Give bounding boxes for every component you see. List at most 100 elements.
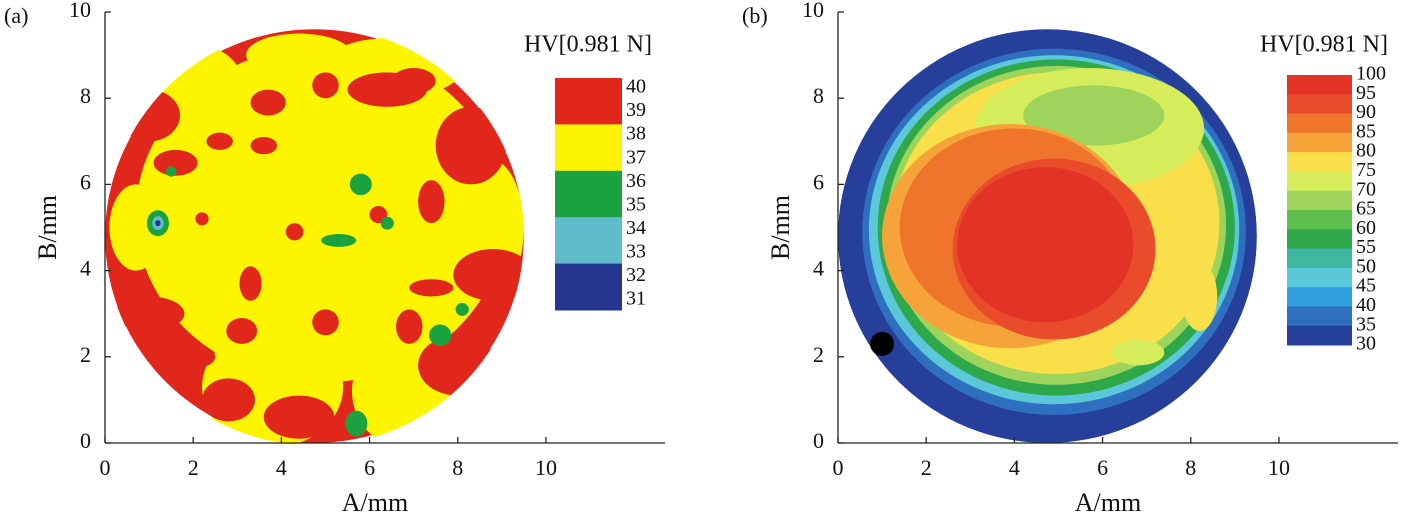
contour-region xyxy=(135,46,507,383)
colorbar-tick-label: 37 xyxy=(626,146,646,168)
colorbar-tick-label: 85 xyxy=(1356,120,1376,142)
contour-region xyxy=(246,33,352,77)
contour-region xyxy=(250,89,286,116)
colorbar-tick-label: 39 xyxy=(626,99,646,121)
colorbar-band xyxy=(555,170,622,218)
contour-region xyxy=(396,309,423,344)
defect-spot xyxy=(870,331,895,356)
colorbar-tick-label: 40 xyxy=(1356,294,1376,316)
contour-region xyxy=(418,335,498,396)
colorbar-band xyxy=(1287,113,1352,134)
x-tick-label: 6 xyxy=(364,455,375,480)
y-tick-label: 0 xyxy=(80,428,91,453)
contour-region xyxy=(349,173,372,196)
colorbar-tick-label: 40 xyxy=(626,76,646,98)
contour-map xyxy=(838,29,1257,443)
x-tick-label: 8 xyxy=(1185,455,1196,480)
colorbar-tick-label: 30 xyxy=(1356,333,1376,355)
colorbar-tick-label: 65 xyxy=(1356,198,1376,220)
colorbar-tick-label: 35 xyxy=(1356,313,1376,335)
x-tick-label: 2 xyxy=(188,455,199,480)
x-tick-label: 10 xyxy=(1268,455,1290,480)
x-tick-label: 8 xyxy=(452,455,463,480)
colorbar-tick-label: 34 xyxy=(626,217,646,239)
colorbar-band xyxy=(1287,210,1352,230)
contour-region xyxy=(113,296,185,331)
colorbar-tick-label: 60 xyxy=(1356,217,1376,239)
colorbar-band xyxy=(1287,75,1352,95)
colorbar-band xyxy=(1287,132,1352,153)
colorbar-tick-label: 100 xyxy=(1356,63,1386,85)
panel-label: (b) xyxy=(742,3,768,28)
y-tick-label: 10 xyxy=(802,0,824,22)
contour-region xyxy=(165,166,177,177)
y-tick-label: 10 xyxy=(69,0,91,22)
contour-region xyxy=(455,302,469,316)
colorbar-band xyxy=(1287,152,1352,172)
contour-region xyxy=(453,249,524,301)
x-axis-label: A/mm xyxy=(342,488,408,517)
contour-region xyxy=(195,212,209,226)
y-tick-label: 6 xyxy=(813,169,824,194)
y-tick-label: 4 xyxy=(80,256,91,281)
colorbar-tick-label: 50 xyxy=(1356,255,1376,277)
contour-map xyxy=(105,29,524,446)
contour-region xyxy=(957,167,1134,323)
colorbar-tick-label: 45 xyxy=(1356,275,1376,297)
contour-region xyxy=(263,395,335,439)
y-axis-label: B/mm xyxy=(766,195,795,260)
colorbar-tick-label: 38 xyxy=(626,123,646,145)
contour-region xyxy=(153,149,198,176)
colorbar-band xyxy=(1287,287,1352,307)
y-tick-label: 0 xyxy=(813,428,824,453)
colorbar-band xyxy=(1287,171,1352,192)
colorbar-band xyxy=(1287,94,1352,115)
colorbar-tick-label: 95 xyxy=(1356,82,1376,104)
colorbar-band xyxy=(1287,229,1352,250)
contour-region xyxy=(380,216,394,230)
contour-region xyxy=(179,346,216,368)
contour-region xyxy=(285,223,304,241)
colorbar-tick-label: 35 xyxy=(626,193,646,215)
contour-region xyxy=(1181,261,1218,331)
colorbar-tick-label: 36 xyxy=(626,170,646,192)
x-tick-label: 0 xyxy=(100,455,111,480)
x-tick-label: 6 xyxy=(1097,455,1108,480)
contour-region xyxy=(429,324,452,347)
x-tick-label: 2 xyxy=(921,455,932,480)
contour-region xyxy=(202,378,255,422)
colorbar-band xyxy=(1287,248,1352,269)
colorbar-band xyxy=(555,263,622,311)
x-tick-label: 10 xyxy=(535,455,557,480)
contour-region xyxy=(1111,339,1165,366)
colorbar-band xyxy=(555,217,622,265)
contour-region xyxy=(250,136,277,155)
colorbar-tick-label: 75 xyxy=(1356,159,1376,181)
colorbar-title: HV[0.981 N] xyxy=(524,32,652,58)
colorbar-title: HV[0.981 N] xyxy=(1260,32,1388,58)
panel-label: (a) xyxy=(4,3,28,28)
contour-region xyxy=(239,266,262,301)
y-tick-label: 4 xyxy=(813,256,824,281)
y-axis-label: B/mm xyxy=(33,195,62,260)
contour-region xyxy=(1023,85,1165,146)
contour-region xyxy=(127,42,242,120)
x-tick-label: 0 xyxy=(833,455,844,480)
y-tick-label: 8 xyxy=(80,83,91,108)
colorbar-band xyxy=(1287,267,1352,288)
contour-region xyxy=(109,184,163,271)
contour-region xyxy=(155,220,161,227)
colorbar-tick-label: 80 xyxy=(1356,140,1376,162)
contour-region xyxy=(435,106,507,185)
colorbar-tick-label: 31 xyxy=(626,288,646,310)
contour-region xyxy=(312,309,339,336)
contour-region xyxy=(118,89,180,142)
x-tick-label: 4 xyxy=(1009,455,1020,480)
colorbar-tick-label: 55 xyxy=(1356,236,1376,258)
x-axis-label: A/mm xyxy=(1075,488,1141,517)
y-tick-label: 6 xyxy=(80,169,91,194)
colorbar-tick-label: 70 xyxy=(1356,178,1376,200)
colorbar-band xyxy=(1287,306,1352,327)
y-tick-label: 2 xyxy=(80,342,91,367)
x-tick-label: 4 xyxy=(276,455,287,480)
